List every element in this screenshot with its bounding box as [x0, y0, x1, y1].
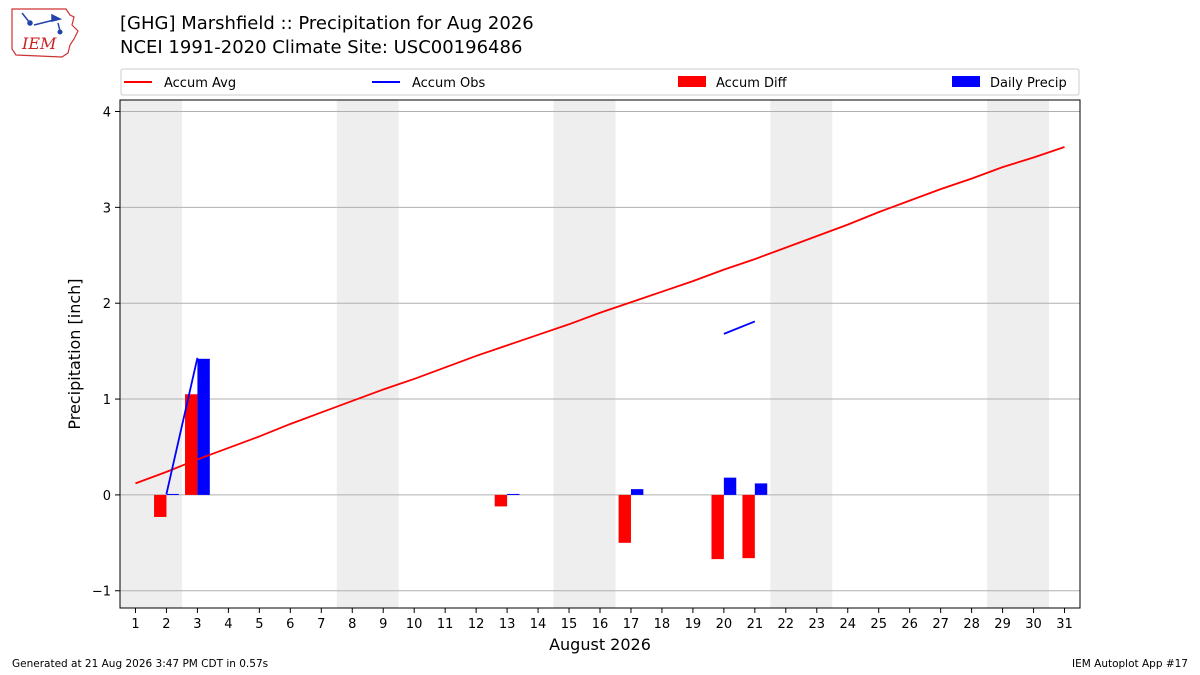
weekend-band-0	[120, 100, 182, 608]
accum-avg-line-segment-0	[135, 146, 1065, 485]
x-tick-label-2: 2	[162, 617, 170, 632]
chart-subtitle: NCEI 1991-2020 Climate Site: USC00196486	[120, 37, 523, 58]
lines	[135, 146, 1065, 495]
legend-label-2: Accum Diff	[716, 76, 788, 91]
x-tick-label-21: 21	[747, 617, 764, 632]
y-tick-label-0: 0	[103, 489, 111, 504]
weekend-band-3	[770, 100, 833, 608]
weekend-band-1	[336, 100, 399, 608]
accum-diff-bar-day-20	[711, 494, 724, 560]
x-tick-label-30: 30	[1025, 617, 1042, 632]
app-label: IEM Autoplot App #17	[1072, 658, 1188, 670]
x-tick-label-18: 18	[654, 617, 671, 632]
x-tick-label-9: 9	[379, 617, 387, 632]
accum-diff-bar-day-21	[742, 494, 755, 559]
accum-diff-bar-day-13	[494, 494, 508, 507]
x-tick-label-23: 23	[809, 617, 826, 632]
y-axis: −1 0 1 2 3 4	[92, 106, 120, 600]
legend-swatch-3	[952, 76, 980, 87]
accum-obs-line-segment-1	[723, 320, 756, 335]
x-tick-label-16: 16	[592, 617, 609, 632]
x-tick-label-14: 14	[530, 617, 547, 632]
x-tick-label-8: 8	[348, 617, 356, 632]
x-tick-label-7: 7	[317, 617, 325, 632]
legend: Accum Avg Accum Obs Accum Diff Daily Precip	[120, 68, 1080, 96]
daily-precip-bar-day-17	[630, 489, 644, 495]
weekend-shading	[120, 100, 1050, 608]
x-tick-label-11: 11	[437, 617, 454, 632]
daily-precip-bar-day-3	[197, 358, 210, 495]
y-tick-label-1: 1	[103, 393, 111, 408]
x-axis-label: August 2026	[549, 635, 651, 654]
legend-label-1: Accum Obs	[412, 76, 485, 91]
x-tick-label-20: 20	[716, 617, 733, 632]
x-tick-label-5: 5	[255, 617, 263, 632]
legend-swatch-2	[678, 76, 706, 87]
x-tick-label-28: 28	[963, 617, 980, 632]
x-tick-label-31: 31	[1056, 617, 1073, 632]
x-tick-label-22: 22	[778, 617, 795, 632]
x-tick-label-12: 12	[468, 617, 485, 632]
x-tick-label-13: 13	[499, 617, 516, 632]
x-tick-label-27: 27	[932, 617, 949, 632]
chart-title: [GHG] Marshfield :: Precipitation for Au…	[120, 13, 534, 34]
legend-label-0: Accum Avg	[164, 76, 236, 91]
iem-logo: IEM	[11, 8, 79, 58]
iowa-outline-icon	[11, 8, 79, 58]
accum-obs-line-segment-0	[165, 357, 199, 495]
x-tick-label-17: 17	[623, 617, 640, 632]
weekend-band-4	[987, 100, 1050, 608]
x-tick-label-3: 3	[193, 617, 201, 632]
x-tick-label-15: 15	[561, 617, 578, 632]
x-tick-label-24: 24	[839, 617, 856, 632]
daily-precip-bar-day-21	[754, 483, 768, 495]
daily-precip-bar-day-2	[166, 493, 179, 495]
x-tick-label-10: 10	[406, 617, 423, 632]
accum-diff-bar-day-2	[154, 494, 167, 517]
y-tick-label--1: −1	[92, 585, 111, 600]
y-tick-label-2: 2	[103, 297, 111, 312]
x-tick-label-19: 19	[685, 617, 702, 632]
y-tick-label-4: 4	[103, 106, 111, 121]
x-tick-label-1: 1	[131, 617, 139, 632]
bars	[154, 358, 768, 560]
weekend-band-2	[553, 100, 616, 608]
y-tick-label-3: 3	[103, 201, 111, 216]
daily-precip-bar-day-20	[723, 477, 737, 495]
plot-frame	[119, 99, 1081, 609]
x-tick-label-4: 4	[224, 617, 232, 632]
gridlines	[120, 111, 1080, 592]
x-tick-label-6: 6	[286, 617, 294, 632]
legend-box	[120, 68, 1080, 96]
x-axis: 1 2 3 4 5 6 7 8 9 10 11 12 13 14 15 16 17 18 19 20 21 22 23 24 2…	[131, 608, 1073, 632]
y-axis-label: Precipitation [inch]	[65, 278, 84, 429]
accum-diff-bar-day-17	[618, 494, 631, 543]
x-tick-label-29: 29	[994, 617, 1011, 632]
accum-diff-bar-day-3	[185, 394, 198, 495]
daily-precip-bar-day-13	[507, 493, 520, 495]
generated-timestamp: Generated at 21 Aug 2026 3:47 PM CDT in …	[12, 658, 269, 670]
logo-text: IEM	[21, 34, 57, 53]
x-tick-label-26: 26	[901, 617, 918, 632]
x-tick-label-25: 25	[870, 617, 887, 632]
legend-label-3: Daily Precip	[990, 76, 1067, 91]
weather-station-icon	[21, 12, 63, 35]
